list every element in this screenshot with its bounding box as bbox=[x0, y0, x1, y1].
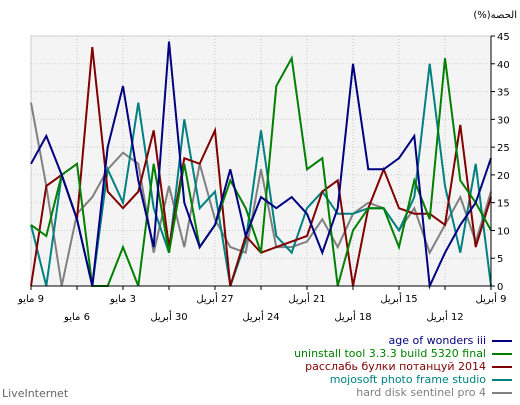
series-lines bbox=[30, 41, 492, 290]
legend-swatch bbox=[492, 378, 512, 381]
watermark: LiveInternet bbox=[2, 387, 69, 400]
x-tick-labels: 9 مايو 6 مايو 3 مايو 30 أبريل 27 أبريل 24 أبر… bbox=[17, 286, 507, 323]
legend-label: age of wonders iii bbox=[388, 334, 486, 347]
legend-label: mojosoft photo frame studio bbox=[329, 373, 486, 386]
legend-item: age of wonders iii bbox=[294, 334, 512, 347]
y-tick-label: 0 bbox=[497, 282, 503, 293]
legend-swatch bbox=[492, 391, 512, 394]
legend-label: uninstall tool 3.3.3 build 5320 final bbox=[294, 347, 486, 360]
legend-item: hard disk sentinel pro 4 bbox=[294, 386, 512, 399]
y-tick-label: 25 bbox=[497, 143, 510, 154]
legend-item: расслабь булки потанцуй 2014 bbox=[294, 360, 512, 373]
y-tick-label: 35 bbox=[497, 88, 510, 99]
legend: age of wonders iii uninstall tool 3.3.3 b… bbox=[294, 334, 512, 399]
x-tick-label: 27 أبريل bbox=[196, 292, 233, 305]
x-tick-label: 12 أبريل bbox=[426, 310, 463, 323]
x-tick-label: 9 أبريل bbox=[476, 292, 507, 305]
series-line bbox=[30, 41, 492, 290]
legend-label: расслабь булки потанцуй 2014 bbox=[305, 360, 486, 373]
y-tick-label: 30 bbox=[497, 115, 510, 126]
legend-item: uninstall tool 3.3.3 build 5320 final bbox=[294, 347, 512, 360]
y-tick-label: 10 bbox=[497, 226, 510, 237]
x-tick-label: 30 أبريل bbox=[150, 310, 187, 323]
x-tick-label: 3 مايو bbox=[109, 294, 136, 305]
legend-item: mojosoft photo frame studio bbox=[294, 373, 512, 386]
y-tick-label: 45 bbox=[497, 32, 510, 43]
x-tick-label: 24 أبريل bbox=[242, 310, 279, 323]
x-tick-label: 21 أبريل bbox=[288, 292, 325, 305]
x-tick-label: 9 مايو bbox=[17, 294, 44, 305]
x-tick-label: 18 أبريل bbox=[334, 310, 371, 323]
y-tick-label: 5 bbox=[497, 254, 503, 265]
x-tick-label: 15 أبريل bbox=[380, 292, 417, 305]
legend-label: hard disk sentinel pro 4 bbox=[356, 386, 486, 399]
legend-swatch bbox=[492, 365, 512, 368]
legend-swatch bbox=[492, 352, 512, 355]
x-tick-label: 6 مايو bbox=[63, 312, 90, 323]
series-line bbox=[30, 63, 492, 287]
y-tick-labels: 0 5 10 15 20 25 30 35 40 45 bbox=[491, 32, 510, 293]
y-tick-label: 20 bbox=[497, 171, 510, 182]
y-tick-label: 15 bbox=[497, 199, 510, 210]
y-tick-label: 40 bbox=[497, 60, 510, 71]
y-axis-label: (%)الحصه bbox=[473, 10, 517, 21]
legend-swatch bbox=[492, 339, 512, 342]
